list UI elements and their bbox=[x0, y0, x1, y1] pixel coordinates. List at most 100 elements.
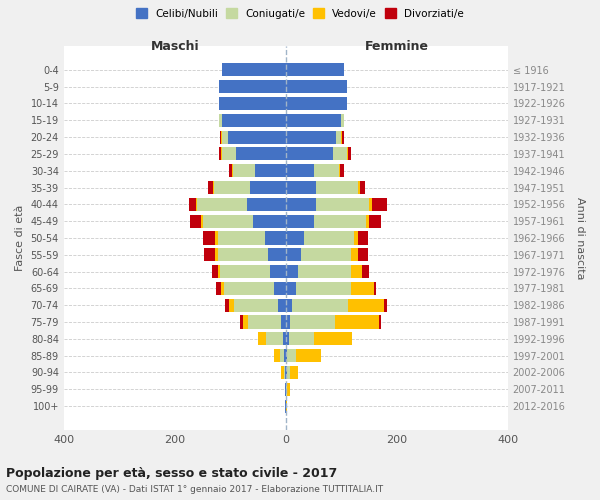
Bar bbox=[338, 164, 340, 177]
Bar bbox=[290, 316, 335, 328]
Text: Femmine: Femmine bbox=[365, 40, 429, 53]
Bar bbox=[286, 366, 287, 379]
Bar bbox=[284, 366, 285, 379]
Bar bbox=[274, 349, 280, 362]
Bar bbox=[341, 130, 343, 143]
Bar bbox=[286, 80, 347, 93]
Bar bbox=[190, 214, 201, 228]
Bar bbox=[316, 198, 369, 211]
Legend: Celibi/Nubili, Coniugati/e, Vedovi/e, Divorziati/e: Celibi/Nubili, Coniugati/e, Vedovi/e, Di… bbox=[133, 5, 467, 21]
Bar bbox=[314, 214, 366, 228]
Bar bbox=[221, 282, 224, 295]
Bar bbox=[278, 298, 286, 312]
Bar bbox=[225, 298, 229, 312]
Bar bbox=[374, 282, 376, 295]
Bar bbox=[286, 265, 298, 278]
Bar bbox=[197, 198, 247, 211]
Bar bbox=[229, 298, 233, 312]
Bar bbox=[283, 332, 286, 345]
Bar bbox=[233, 298, 278, 312]
Y-axis label: Anni di nascita: Anni di nascita bbox=[575, 196, 585, 279]
Bar bbox=[219, 97, 286, 110]
Bar bbox=[369, 198, 372, 211]
Bar bbox=[233, 164, 255, 177]
Bar bbox=[286, 214, 314, 228]
Bar bbox=[292, 298, 348, 312]
Bar bbox=[296, 282, 351, 295]
Bar bbox=[335, 316, 379, 328]
Bar bbox=[281, 316, 286, 328]
Bar bbox=[284, 349, 286, 362]
Bar bbox=[384, 298, 387, 312]
Text: Maschi: Maschi bbox=[151, 40, 199, 53]
Bar bbox=[301, 248, 351, 262]
Bar bbox=[222, 148, 236, 160]
Bar bbox=[265, 232, 286, 244]
Bar bbox=[347, 148, 348, 160]
Bar bbox=[298, 265, 351, 278]
Bar bbox=[340, 164, 344, 177]
Bar bbox=[203, 232, 215, 244]
Bar bbox=[221, 148, 222, 160]
Bar bbox=[379, 316, 381, 328]
Bar bbox=[286, 349, 287, 362]
Bar bbox=[281, 366, 284, 379]
Bar bbox=[242, 316, 248, 328]
Bar bbox=[286, 97, 347, 110]
Bar bbox=[366, 214, 369, 228]
Bar bbox=[204, 248, 215, 262]
Bar bbox=[224, 282, 274, 295]
Bar bbox=[286, 282, 296, 295]
Bar bbox=[348, 148, 351, 160]
Bar bbox=[248, 316, 281, 328]
Bar bbox=[343, 130, 344, 143]
Bar bbox=[351, 248, 358, 262]
Bar bbox=[222, 114, 286, 127]
Bar bbox=[286, 181, 316, 194]
Bar bbox=[218, 265, 220, 278]
Bar bbox=[286, 63, 344, 76]
Bar bbox=[220, 265, 270, 278]
Text: Popolazione per età, sesso e stato civile - 2017: Popolazione per età, sesso e stato civil… bbox=[6, 468, 337, 480]
Bar bbox=[286, 148, 333, 160]
Bar bbox=[212, 265, 218, 278]
Bar bbox=[286, 164, 314, 177]
Text: COMUNE DI CAIRATE (VA) - Dati ISTAT 1° gennaio 2017 - Elaborazione TUTTITALIA.IT: COMUNE DI CAIRATE (VA) - Dati ISTAT 1° g… bbox=[6, 485, 383, 494]
Bar bbox=[351, 265, 362, 278]
Bar bbox=[287, 349, 296, 362]
Bar bbox=[286, 232, 304, 244]
Bar bbox=[336, 130, 341, 143]
Bar bbox=[286, 298, 292, 312]
Bar bbox=[222, 63, 286, 76]
Bar bbox=[314, 332, 352, 345]
Bar bbox=[196, 198, 197, 211]
Bar bbox=[250, 181, 286, 194]
Bar bbox=[255, 164, 286, 177]
Bar bbox=[220, 130, 221, 143]
Bar bbox=[219, 80, 286, 93]
Bar bbox=[359, 181, 365, 194]
Bar bbox=[201, 214, 203, 228]
Bar bbox=[266, 332, 283, 345]
Bar bbox=[353, 232, 358, 244]
Bar bbox=[274, 282, 286, 295]
Bar bbox=[247, 198, 286, 211]
Bar bbox=[214, 181, 250, 194]
Bar bbox=[268, 248, 286, 262]
Bar bbox=[227, 130, 286, 143]
Bar bbox=[286, 382, 287, 396]
Bar bbox=[289, 332, 314, 345]
Bar bbox=[217, 282, 221, 295]
Bar bbox=[218, 248, 268, 262]
Bar bbox=[348, 298, 384, 312]
Bar bbox=[287, 382, 290, 396]
Bar bbox=[286, 114, 341, 127]
Bar bbox=[369, 214, 381, 228]
Bar bbox=[333, 148, 347, 160]
Bar bbox=[219, 114, 222, 127]
Bar bbox=[253, 214, 286, 228]
Bar bbox=[189, 198, 196, 211]
Bar bbox=[286, 248, 301, 262]
Bar bbox=[270, 265, 286, 278]
Bar bbox=[221, 130, 222, 143]
